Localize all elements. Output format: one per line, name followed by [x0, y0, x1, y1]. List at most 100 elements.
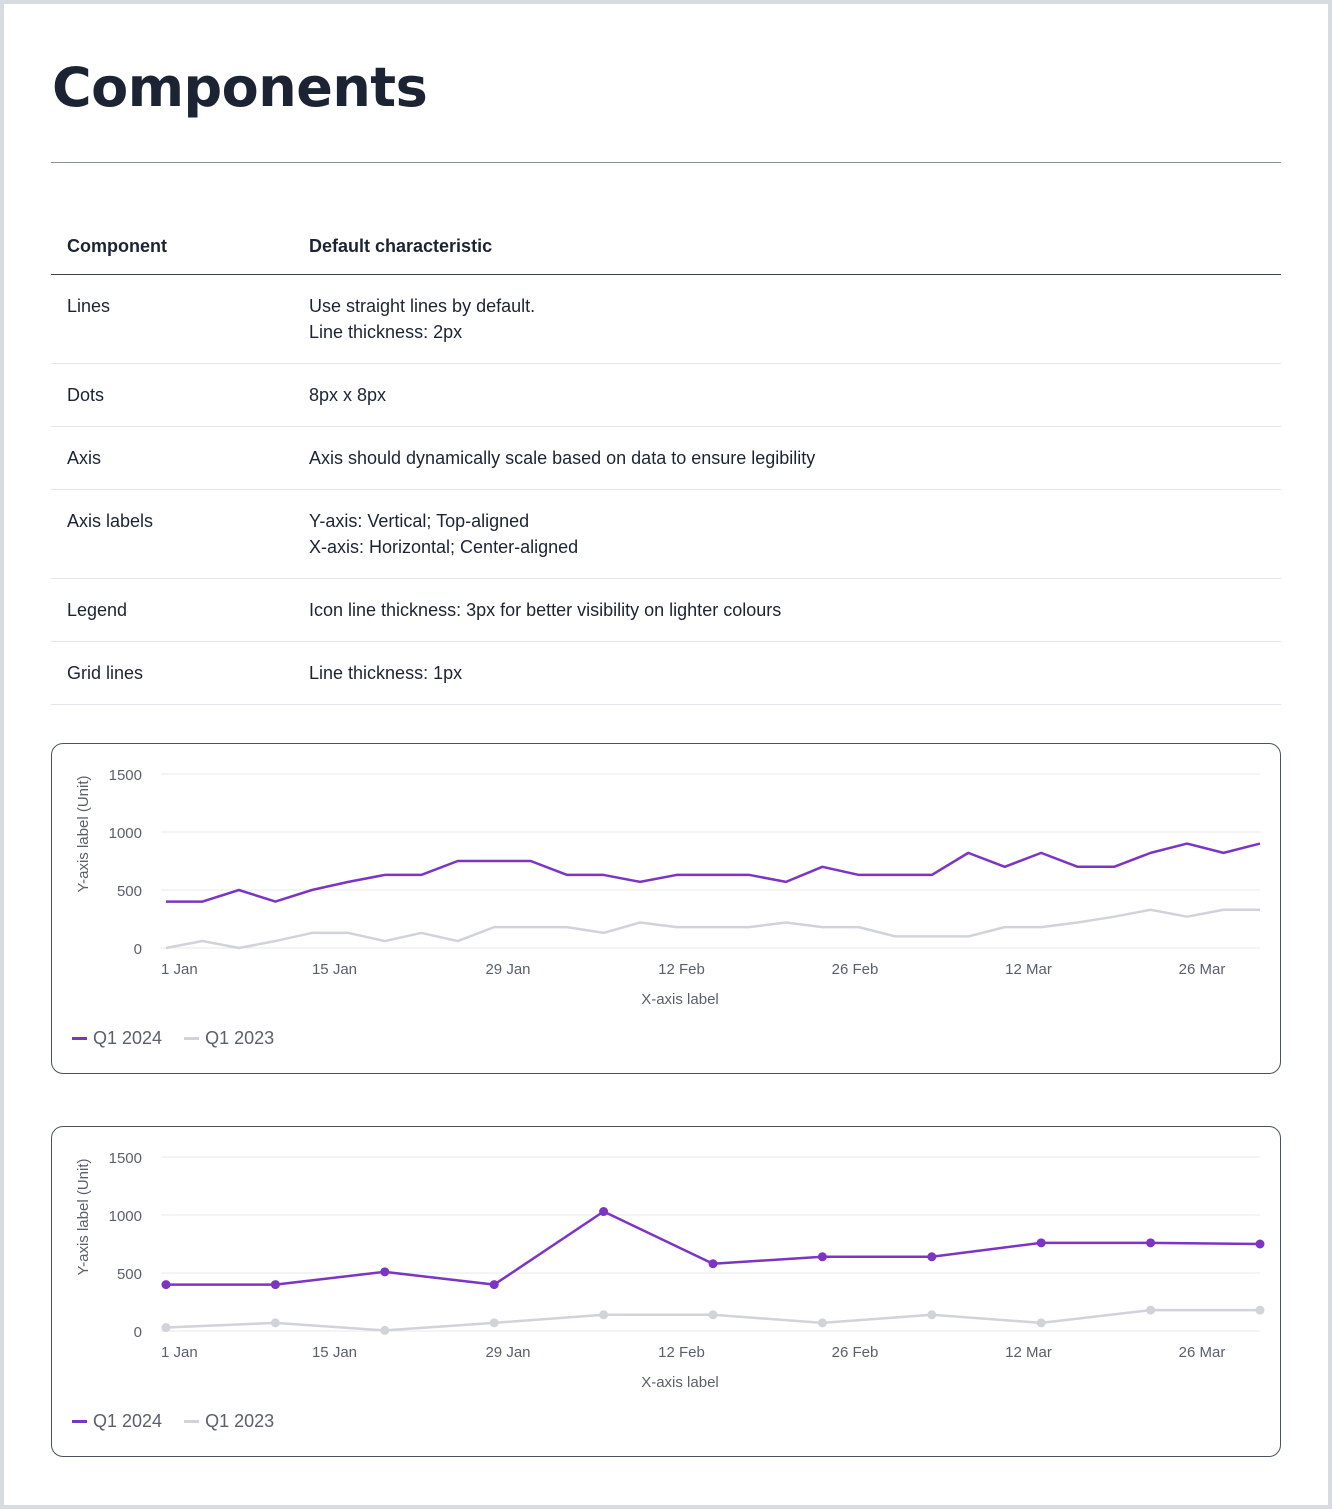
x-tick-label: 26 Feb — [832, 961, 879, 978]
component-name: Dots — [51, 363, 293, 427]
component-name: Axis — [51, 426, 293, 490]
x-tick-label: 12 Mar — [1005, 1344, 1052, 1361]
data-point — [489, 1280, 499, 1290]
x-tick-label: 1 Jan — [161, 1344, 198, 1361]
table-row: Legend Icon line thickness: 3px for bette… — [51, 578, 1281, 642]
table-row: Grid lines Line thickness: 1px — [51, 641, 1281, 705]
legend-label: Q1 2024 — [93, 1411, 163, 1431]
characteristic-line: Line thickness: 1px — [309, 663, 463, 683]
x-tick-label: 26 Feb — [832, 1344, 879, 1361]
chart: 0 500 1000 1500 1 Jan 15 Jan 29 Jan 12 Feb 26 Fe… — [75, 767, 1261, 1008]
characteristic-line: Icon line thickness: 3px for better visi… — [309, 600, 782, 620]
data-point — [380, 1267, 390, 1277]
divider — [51, 162, 1281, 163]
y-tick-label: 0 — [134, 1324, 142, 1341]
column-header: Default characteristic — [293, 218, 1281, 275]
table-row: Axis labels Y-axis: Vertical; Top-aligned… — [51, 489, 1281, 579]
x-tick-label: 15 Jan — [312, 1344, 357, 1361]
characteristic: Axis should dynamically scale based on d… — [293, 426, 1281, 490]
characteristic-line: Y-axis: Vertical; Top-aligned — [309, 511, 530, 531]
legend-label: Q1 2024 — [93, 1028, 163, 1048]
data-point — [708, 1259, 718, 1269]
table-row: Lines Use straight lines by default. Line … — [51, 274, 1281, 364]
characteristic: Use straight lines by default. Line thick… — [293, 274, 1281, 364]
y-tick-label: 500 — [117, 1266, 142, 1283]
data-point — [927, 1310, 937, 1320]
chart-card-lines: 0 500 1000 1500 1 Jan 15 Jan 29 Jan 12 Feb 26 Fe… — [51, 743, 1281, 1074]
legend: Q1 2024 Q1 2023 — [72, 1411, 274, 1432]
characteristic: Line thickness: 1px — [293, 641, 1281, 705]
x-tick-label: 12 Mar — [1005, 961, 1052, 978]
x-axis-label: X-axis label — [641, 1374, 719, 1391]
y-axis-label: Y-axis label (Unit) — [75, 1159, 92, 1276]
x-tick-label: 15 Jan — [312, 961, 357, 978]
data-point — [817, 1252, 827, 1262]
data-point — [1255, 1239, 1265, 1249]
data-point — [817, 1318, 827, 1328]
legend-line-icon — [72, 1420, 87, 1423]
page-title: Components — [52, 56, 428, 119]
data-point — [1036, 1318, 1046, 1328]
legend-label: Q1 2023 — [205, 1028, 275, 1048]
legend-line-icon — [72, 1037, 87, 1040]
chart: 0 500 1000 1500 1 Jan 15 Jan 29 Jan 12 Feb 26 Fe… — [75, 1150, 1265, 1391]
data-point — [1146, 1305, 1156, 1315]
series-line-q1-2023 — [165, 908, 1260, 950]
y-tick-label: 0 — [134, 941, 142, 958]
x-axis-label: X-axis label — [641, 991, 719, 1008]
data-point — [1146, 1238, 1156, 1248]
data-point — [161, 1323, 171, 1333]
series-line-q1-2024 — [166, 1210, 1261, 1286]
x-tick-label: 12 Feb — [658, 961, 705, 978]
data-point — [270, 1280, 280, 1290]
table-row: Dots 8px x 8px — [51, 363, 1281, 427]
data-point — [1036, 1238, 1046, 1248]
data-point — [1255, 1305, 1265, 1315]
x-tick-label: 29 Jan — [485, 1344, 530, 1361]
data-point — [161, 1280, 171, 1290]
legend-item[interactable]: Q1 2024 — [72, 1028, 162, 1049]
y-tick-label: 1000 — [109, 825, 142, 842]
y-tick-label: 500 — [117, 883, 142, 900]
page: Components Component Default characteris… — [4, 4, 1328, 1505]
legend-item[interactable]: Q1 2023 — [184, 1411, 274, 1432]
component-name: Lines — [51, 274, 293, 364]
y-tick-label: 1500 — [109, 1150, 142, 1167]
x-tick-label: 1 Jan — [161, 961, 198, 978]
legend-line-icon — [184, 1420, 200, 1423]
data-point — [599, 1207, 609, 1217]
characteristic: 8px x 8px — [293, 363, 1281, 427]
component-name: Grid lines — [51, 641, 293, 705]
data-point — [927, 1252, 937, 1262]
data-point — [270, 1318, 280, 1328]
components-table: Component Default characteristic Lines Us… — [51, 218, 1281, 705]
legend-item[interactable]: Q1 2023 — [184, 1028, 274, 1049]
x-tick-label: 29 Jan — [485, 961, 530, 978]
data-point — [380, 1325, 390, 1335]
component-name: Axis labels — [51, 489, 293, 579]
component-name: Legend — [51, 578, 293, 642]
characteristic-line: Axis should dynamically scale based on d… — [309, 448, 816, 468]
legend-line-icon — [184, 1037, 200, 1040]
characteristic-line: 8px x 8px — [309, 385, 387, 405]
data-point — [599, 1310, 609, 1320]
table-row: Axis Axis should dynamically scale based … — [51, 426, 1281, 490]
characteristic: Icon line thickness: 3px for better visi… — [293, 578, 1281, 642]
legend-item[interactable]: Q1 2024 — [72, 1411, 162, 1432]
characteristic: Y-axis: Vertical; Top-aligned X-axis: Hor… — [293, 489, 1281, 579]
characteristic-line: Use straight lines by default. — [309, 296, 536, 316]
x-tick-label: 12 Feb — [658, 1344, 705, 1361]
characteristic-line: Line thickness: 2px — [309, 322, 463, 342]
y-axis-label: Y-axis label (Unit) — [75, 776, 92, 893]
column-header: Component — [51, 218, 293, 275]
legend: Q1 2024 Q1 2023 — [72, 1028, 274, 1049]
legend-label: Q1 2023 — [205, 1411, 275, 1431]
data-point — [708, 1310, 718, 1320]
x-tick-label: 26 Mar — [1179, 1344, 1226, 1361]
chart-card-dots: 0 500 1000 1500 1 Jan 15 Jan 29 Jan 12 Feb 26 Fe… — [51, 1126, 1281, 1457]
data-point — [489, 1318, 499, 1328]
x-tick-label: 26 Mar — [1179, 961, 1226, 978]
y-tick-label: 1000 — [109, 1208, 142, 1225]
series-line-q1-2024 — [166, 842, 1261, 903]
y-tick-label: 1500 — [109, 767, 142, 784]
